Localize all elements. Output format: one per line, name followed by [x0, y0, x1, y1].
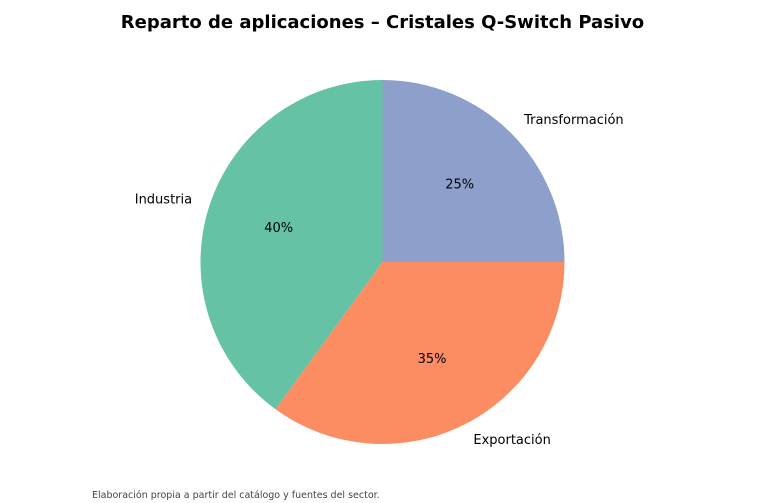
pie-slice-2	[200, 79, 383, 410]
slice-label-1: Exportación	[473, 433, 550, 448]
pie-slices	[200, 79, 565, 444]
slice-label-0: Transformación	[523, 113, 624, 128]
slice-pct-label-1: 35%	[418, 352, 447, 367]
pie-labels: Transformación 25% Exportación 35% Industria…	[135, 113, 624, 448]
slice-label-2: Industria	[135, 193, 192, 208]
pie-slice-0	[382, 80, 565, 262]
slice-pct-label-2: 40%	[264, 221, 293, 236]
pie-slice-1	[275, 262, 565, 444]
chart-title: Reparto de aplicaciones – Cristales Q-Sw…	[121, 12, 644, 33]
footnote: Elaboración propia a partir del catálogo…	[92, 490, 380, 501]
slice-pct-label-0: 25%	[445, 177, 474, 192]
